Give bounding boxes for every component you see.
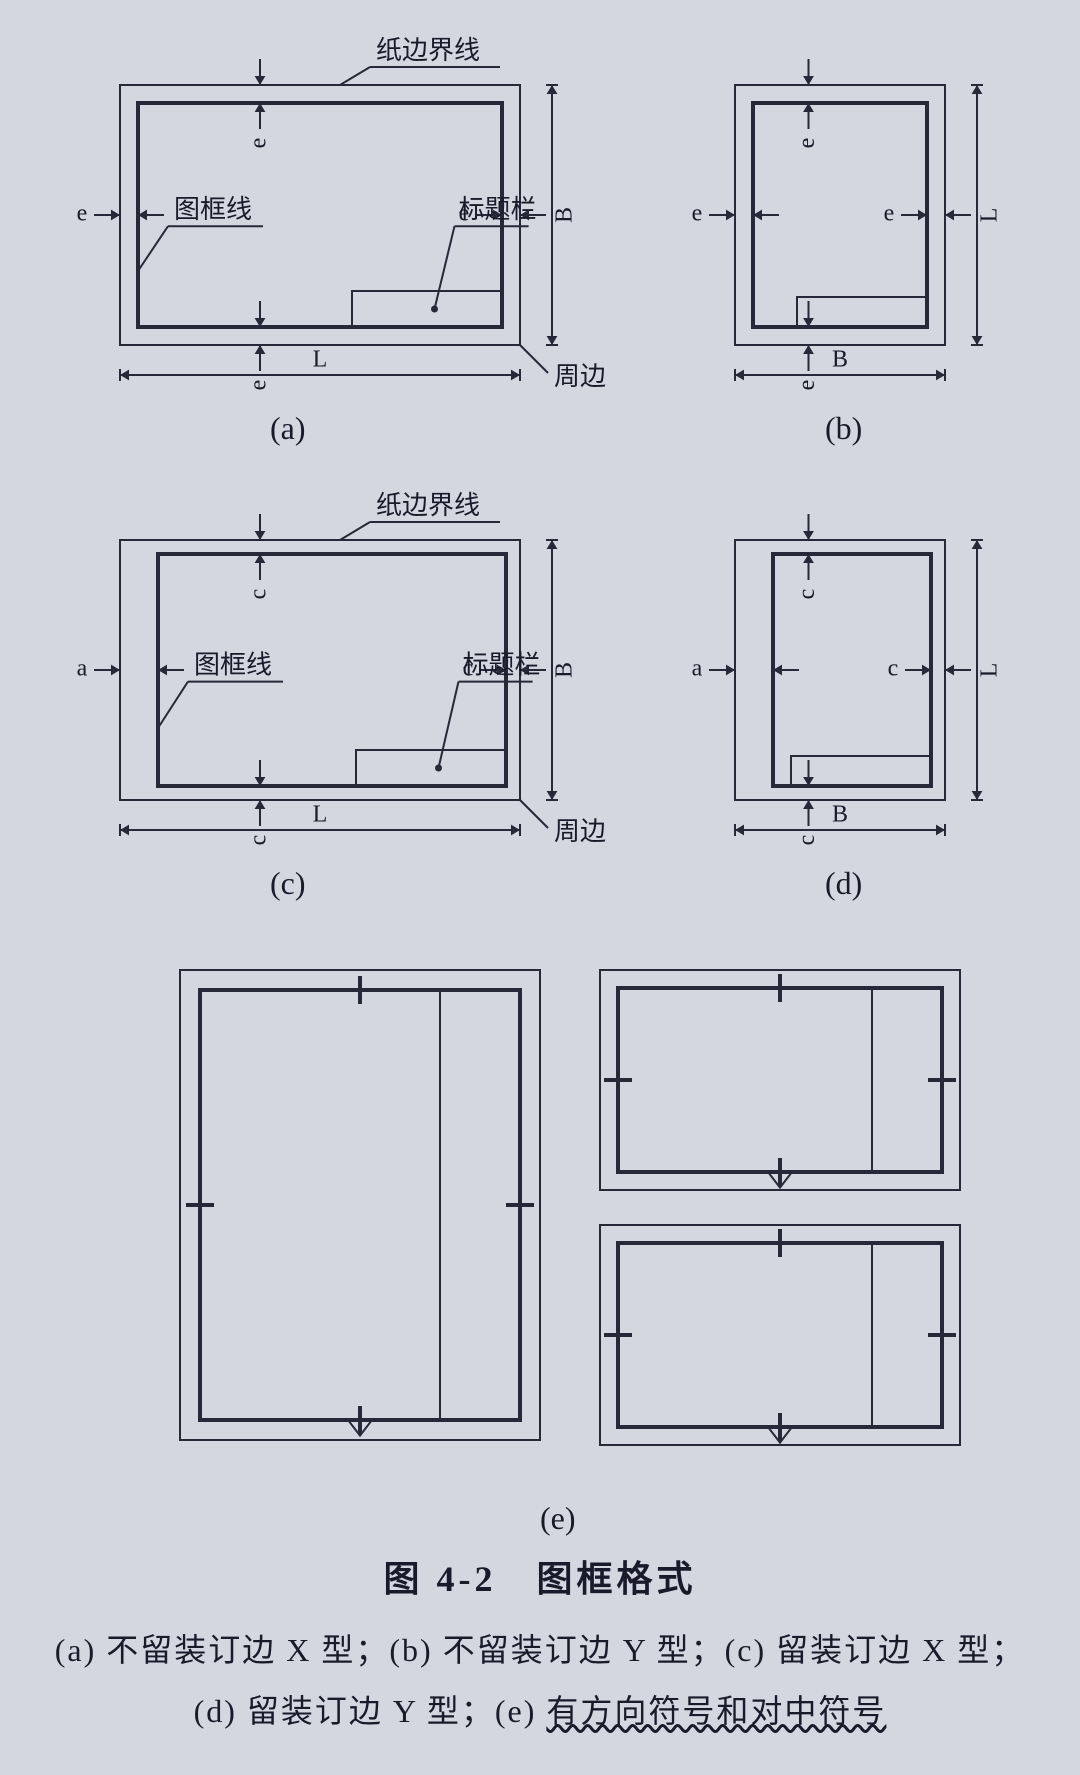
svg-text:L: L [977,208,1003,223]
svg-text:c: c [246,589,272,600]
svg-text:周边: 周边 [554,362,606,391]
svg-text:B: B [552,207,578,223]
svg-text:B: B [832,802,848,828]
svg-text:a: a [77,656,88,682]
sublabel-e: (e) [540,1500,576,1537]
svg-text:L: L [313,347,328,373]
svg-text:a: a [692,656,703,682]
svg-text:纸边界线: 纸边界线 [376,491,480,520]
svg-text:图框线: 图框线 [174,195,252,224]
svg-text:e: e [246,138,272,149]
svg-text:标题栏: 标题栏 [463,651,541,680]
svg-text:c: c [794,589,820,600]
diagram-c: caccLB纸边界线图框线标题栏周边 [77,491,606,846]
svg-text:e: e [246,380,272,391]
sublabel-c: (c) [270,865,306,902]
svg-text:B: B [832,347,848,373]
svg-text:e: e [794,138,820,149]
diagram-b: e e e e L B [692,59,1003,390]
figure-line-2-pre: (d) 留装订边 Y 型；(e) [194,1693,547,1729]
svg-text:周边: 周边 [554,817,606,846]
svg-text:L: L [977,663,1003,678]
diagram-d: c a c c L B [692,514,1003,845]
svg-text:c: c [888,656,899,682]
svg-text:纸边界线: 纸边界线 [376,36,480,65]
sublabel-d: (d) [825,865,862,902]
figure-line-2-wavy: 有方向符号和对中符号 [546,1693,886,1729]
sublabel-a: (a) [270,410,306,447]
svg-text:L: L [313,802,328,828]
diagram-canvas: eeeeLB纸边界线图框线标题栏周边eeeeLBcaccLB纸边界线图框线标题栏… [0,0,1080,1540]
figure-caption: 图 4-2 图框格式 (a) 不留装订边 X 型；(b) 不留装订边 Y 型；(… [0,1550,1080,1742]
svg-text:e: e [794,380,820,391]
svg-text:标题栏: 标题栏 [459,195,537,224]
svg-text:图框线: 图框线 [194,651,272,680]
diagram-e [180,970,960,1445]
diagram-a: eeeeLB纸边界线图框线标题栏周边 [77,36,606,391]
svg-text:B: B [552,662,578,678]
figure-line-2: (d) 留装订边 Y 型；(e) 有方向符号和对中符号 [0,1681,1080,1742]
svg-text:e: e [692,201,703,227]
svg-text:c: c [794,835,820,846]
svg-text:c: c [246,835,272,846]
figure-line-1: (a) 不留装订边 X 型；(b) 不留装订边 Y 型；(c) 留装订边 X 型… [0,1620,1080,1681]
figure-title: 图 4-2 图框格式 [0,1550,1080,1602]
page: eeeeLB纸边界线图框线标题栏周边eeeeLBcaccLB纸边界线图框线标题栏… [0,0,1080,1775]
svg-text:e: e [884,201,895,227]
svg-text:e: e [77,201,88,227]
sublabel-b: (b) [825,410,862,447]
